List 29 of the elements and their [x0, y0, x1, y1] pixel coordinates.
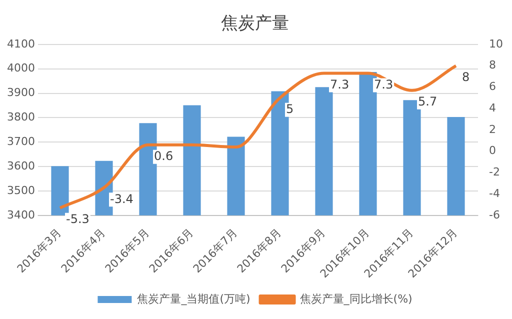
y-tick-label: 4100: [6, 37, 35, 50]
y-tick-label: 3800: [6, 110, 35, 124]
y2-tick-label: 8: [489, 58, 496, 72]
data-label: 8: [462, 70, 470, 84]
y-tick-label: 4000: [6, 62, 35, 75]
y2-tick-label: -4: [489, 186, 500, 200]
chart-title: 焦炭产量: [221, 14, 289, 34]
data-label: 5: [286, 102, 294, 116]
y2-tick-label: 4: [489, 101, 496, 114]
y2-tick-label: -2: [489, 166, 500, 179]
y2-tick-label: 2: [489, 122, 496, 136]
data-label: 7.3: [374, 77, 394, 92]
y2-tick-label: 0: [489, 144, 496, 158]
data-label: -5.3: [66, 212, 90, 226]
y-tick-label: 3600: [6, 159, 35, 172]
y2-tick-label: -6: [489, 208, 500, 222]
y-tick-label: 3700: [6, 134, 35, 148]
data-label: -3.4: [110, 192, 134, 206]
legend-label: 焦炭产量_当期值(万吨): [137, 292, 250, 306]
y2-tick-label: 10: [489, 37, 504, 50]
data-label: 5.7: [418, 94, 438, 108]
y-tick-label: 3400: [6, 208, 35, 222]
y-tick-label: 3500: [6, 184, 35, 197]
y-tick-label: 3900: [6, 86, 35, 100]
legend-label: 焦炭产量_同比增长(%): [300, 292, 412, 306]
data-label: 7.3: [330, 77, 350, 92]
data-label: 0.6: [154, 149, 174, 163]
y2-tick-label: 6: [489, 80, 496, 94]
line-series: [58, 64, 458, 210]
